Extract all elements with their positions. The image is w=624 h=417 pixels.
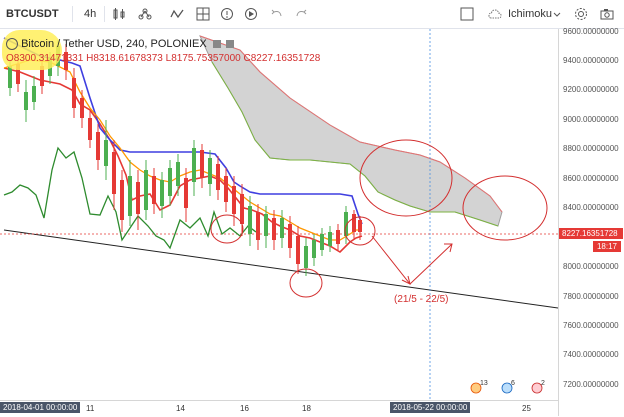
price-tick: 7600.00000000 [563, 321, 619, 330]
chikou-span [3, 146, 257, 250]
ohlc-values: O8300.31471331 H8318.61678373 L8175.7535… [6, 53, 320, 64]
price-tick: 8000.00000000 [563, 262, 619, 271]
time-tick: 25 [522, 404, 531, 413]
senkou-span-a [211, 61, 499, 227]
earnings-count: 13 [480, 380, 488, 387]
price-axis[interactable]: 9600.00000000 9400.00000000 9200.0000000… [558, 27, 624, 416]
low-value: 8175.75357000 [171, 53, 241, 64]
time-tick: 18 [302, 404, 311, 413]
bar-countdown: 18:17 [593, 241, 621, 252]
candlestick-series [8, 40, 362, 276]
open-value: 8300.31471331 [13, 53, 84, 64]
cloud-icon[interactable] [488, 7, 502, 21]
annotation-circle [462, 175, 548, 241]
price-tick: 9400.00000000 [563, 56, 619, 65]
chart-legend: Bitcoin / Tether USD, 240, POLONIEX [6, 38, 234, 51]
kijun-sen [3, 37, 363, 225]
interval-selector[interactable]: 4h [84, 8, 97, 20]
price-tick: 9200.00000000 [563, 85, 619, 94]
symbol-selector[interactable]: BTCUSDT [6, 8, 59, 20]
camera-icon[interactable] [600, 7, 614, 21]
close-mini-icon[interactable] [225, 40, 234, 49]
price-chart[interactable]: (21/5 - 22/5) 13 6 2 [0, 29, 558, 400]
candle [8, 40, 362, 276]
annotation-circle [210, 214, 244, 244]
senkou-span-b [199, 35, 503, 213]
top-toolbar: BTCUSDT 4h Ichimoku [0, 0, 624, 29]
time-tick: 11 [86, 404, 95, 413]
eye-icon[interactable] [6, 38, 18, 51]
undo-icon[interactable] [270, 7, 284, 21]
close-value: 8227.16351728 [250, 53, 321, 64]
series-title: Bitcoin / Tether USD, 240, POLONIEX [21, 38, 207, 50]
high-label: H [86, 53, 94, 64]
moving-average [3, 59, 362, 241]
close-label: C [243, 53, 251, 64]
time-start-badge: 2018-04-01 00:00:00 [0, 402, 81, 413]
arrow-head-icon [444, 243, 453, 253]
fullscreen-icon[interactable] [460, 7, 474, 21]
price-tick: 7800.00000000 [563, 292, 619, 301]
current-price-badge: 8227.16351728 [559, 228, 623, 239]
alert-icon[interactable] [220, 7, 234, 21]
time-axis[interactable]: 2018-04-01 00:00:00 11 14 16 18 2018-05-… [0, 400, 558, 417]
layout-name[interactable]: Ichimoku [508, 8, 553, 20]
annotation-circle [359, 139, 453, 217]
redo-icon[interactable] [294, 7, 308, 21]
time-tick: 14 [176, 404, 185, 413]
price-tick: 8600.00000000 [563, 174, 619, 183]
annotation-circle [344, 216, 376, 246]
splits-event-icon[interactable] [531, 382, 543, 394]
price-tick: 9600.00000000 [563, 27, 619, 36]
toolbar-divider [104, 6, 105, 22]
time-cursor-badge: 2018-05-22 00:00:00 [390, 402, 471, 413]
templates-icon[interactable] [196, 7, 210, 21]
arrow-head-icon [401, 275, 411, 285]
dividends-count: 6 [511, 380, 515, 387]
earnings-event-icon[interactable] [470, 382, 482, 394]
price-tick: 7400.00000000 [563, 350, 619, 359]
annotation-circle [289, 268, 323, 298]
chevron-down-icon[interactable] [553, 11, 561, 19]
replay-icon[interactable] [244, 7, 258, 21]
time-tick: 16 [240, 404, 249, 413]
candles-icon[interactable] [112, 7, 126, 21]
settings-mini-icon[interactable] [212, 40, 221, 49]
open-label: O [6, 53, 14, 64]
forecast-label: (21/5 - 22/5) [394, 294, 448, 305]
price-tick: 8400.00000000 [563, 203, 619, 212]
price-tick: 8800.00000000 [563, 144, 619, 153]
low-label: L [165, 53, 172, 64]
price-tick: 7200.00000000 [563, 380, 619, 389]
splits-count: 2 [541, 380, 545, 387]
gear-icon[interactable] [574, 7, 588, 21]
indicators-icon[interactable] [170, 7, 184, 21]
toolbar-divider [72, 6, 73, 22]
compare-icon[interactable] [138, 7, 152, 21]
price-tick: 9000.00000000 [563, 115, 619, 124]
dividends-event-icon[interactable] [501, 382, 513, 394]
forecast-path [371, 235, 453, 285]
trend-line [3, 229, 558, 309]
high-value: 8318.61678373 [93, 53, 163, 64]
